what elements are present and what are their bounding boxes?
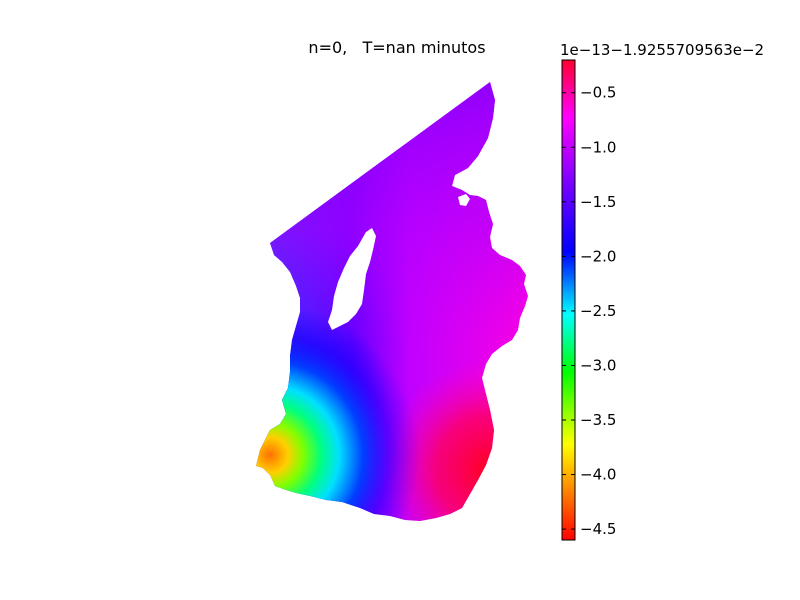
- colorbar-tick-label: −4.0: [580, 466, 616, 484]
- colorbar-tick-label: −3.5: [580, 411, 616, 429]
- field-hole-small: [458, 194, 470, 206]
- colorbar-tick-label: −3.0: [580, 356, 616, 374]
- colorbar-tick-label: −4.5: [580, 520, 616, 538]
- field-southwest-hotspot: [256, 82, 528, 521]
- colorbar-offset-label: 1e−13−1.9255709563e−2: [560, 41, 764, 59]
- colorbar-tick-label: −2.5: [580, 302, 616, 320]
- chart-title: n=0, T=nan minutos: [308, 38, 485, 57]
- field-hole-island: [328, 228, 376, 330]
- colorbar-tick-label: −1.5: [580, 193, 616, 211]
- colorbar-gradient: [561, 59, 576, 541]
- colorbar-tick-label: −2.0: [580, 247, 616, 265]
- heatmap-field: [256, 82, 528, 521]
- colorbar-tick-label: −0.5: [580, 84, 616, 102]
- colorbar-ticks: −0.5 −1.0 −1.5 −2.0 −2.5 −3.0 −3.5 −4.0 −4.5: [562, 84, 616, 538]
- colorbar-tick-label: −1.0: [580, 138, 616, 156]
